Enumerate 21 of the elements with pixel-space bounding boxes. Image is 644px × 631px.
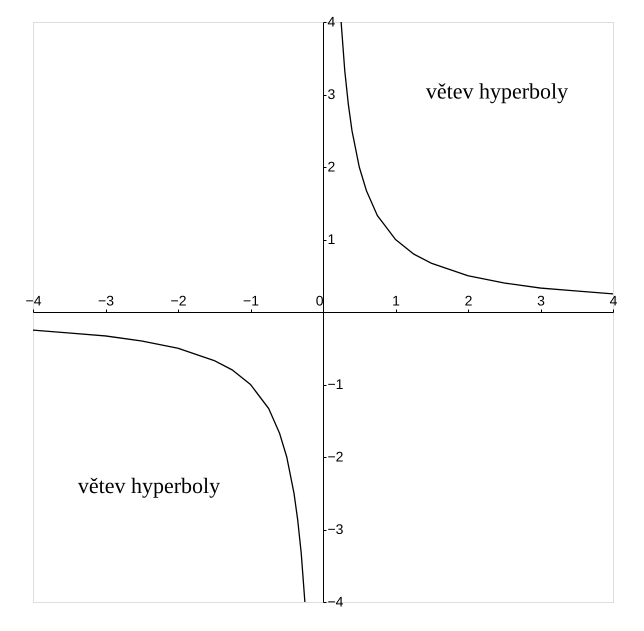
y-tick-label: −1 (328, 376, 344, 392)
x-tick-label: 4 (610, 292, 618, 308)
y-tick-label: −4 (328, 594, 344, 610)
x-tick-label: 2 (464, 292, 473, 308)
line-series (32, 329, 306, 603)
x-tick-label: 1 (392, 292, 400, 308)
y-tick-label: 3 (328, 86, 336, 102)
x-tick-label: −4 (26, 292, 42, 308)
x-tick-label: −2 (170, 292, 187, 308)
x-tick-label: −1 (243, 292, 260, 308)
y-tick-label: 4 (328, 14, 336, 30)
annotation: větev hyperboly (426, 78, 568, 104)
annotation: větev hyperboly (78, 473, 220, 498)
y-tick-label: −3 (328, 521, 344, 537)
x-tick-label: 3 (537, 292, 546, 308)
x-tick-label: −3 (98, 292, 114, 308)
line-series (340, 21, 614, 295)
x-tick-label: 0 (316, 292, 324, 308)
y-tick-label: −2 (328, 448, 344, 464)
y-tick-label: 1 (328, 231, 336, 247)
y-tick-label: 2 (328, 158, 336, 174)
